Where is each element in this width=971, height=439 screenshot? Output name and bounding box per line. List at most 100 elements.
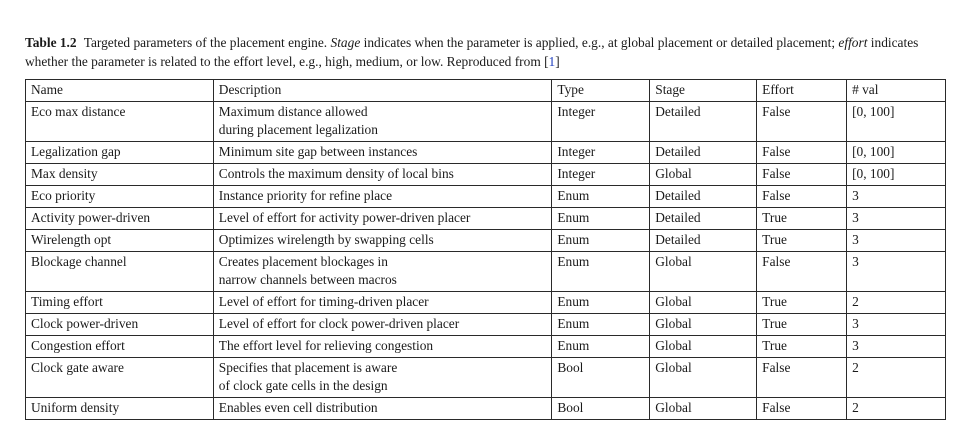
header-type: Type (551, 79, 651, 102)
cell-val: [0, 100] (846, 141, 946, 164)
caption-label: Table 1.2 (25, 35, 77, 50)
cell-effort: True (756, 335, 848, 358)
cell-description: Creates placement blockages in narrow cha… (212, 251, 553, 292)
description-line: of clock gate cells in the design (218, 378, 388, 393)
description-line: Level of effort for timing-driven placer (218, 294, 429, 309)
cell-stage: Global (649, 397, 758, 420)
cell-effort: False (756, 163, 848, 186)
cell-type: Enum (551, 291, 651, 314)
cell-name: Wirelength opt (25, 229, 214, 252)
cell-val: 3 (846, 207, 946, 230)
table-row: Clock gate aware Specifies that placement… (25, 357, 946, 398)
header-name: Name (25, 79, 214, 102)
cell-type: Integer (551, 163, 651, 186)
description-line: narrow channels between macros (218, 272, 397, 287)
cell-description: Minimum site gap between instances (212, 141, 553, 164)
description-line: Controls the maximum density of local bi… (218, 166, 454, 181)
cell-stage: Global (649, 163, 758, 186)
description-line: Creates placement blockages in (218, 254, 388, 269)
cell-stage: Detailed (649, 101, 758, 142)
cell-val: 2 (846, 397, 946, 420)
cell-description: Enables even cell distribution (212, 397, 553, 420)
caption-text-1: Targeted parameters of the placement eng… (83, 35, 331, 50)
cell-name: Clock gate aware (25, 357, 214, 398)
cell-description: Instance priority for refine place (212, 185, 553, 208)
cell-stage: Detailed (649, 141, 758, 164)
cell-description: The effort level for relieving congestio… (212, 335, 553, 358)
table-header-row: Name Description Type Stage Effort # val (25, 79, 946, 102)
cell-val: 3 (846, 313, 946, 336)
cell-val: 3 (846, 335, 946, 358)
cell-effort: False (756, 397, 848, 420)
cell-name: Max density (25, 163, 214, 186)
cell-stage: Detailed (649, 207, 758, 230)
cell-stage: Detailed (649, 185, 758, 208)
cell-val: [0, 100] (846, 163, 946, 186)
cell-name: Legalization gap (25, 141, 214, 164)
cell-type: Enum (551, 335, 651, 358)
caption-text-2: indicates when the parameter is applied,… (360, 35, 839, 50)
caption-text-4: ] (555, 54, 560, 69)
cell-name: Clock power-driven (25, 313, 214, 336)
cell-type: Bool (551, 357, 651, 398)
description-line: Maximum distance allowed (218, 104, 368, 119)
cell-name: Activity power-driven (25, 207, 214, 230)
cell-stage: Global (649, 251, 758, 292)
table-row: Timing effort Level of effort for timing-… (25, 291, 946, 314)
cell-stage: Global (649, 357, 758, 398)
cell-name: Eco max distance (25, 101, 214, 142)
caption-stage-word: Stage (330, 35, 361, 50)
header-val: # val (846, 79, 946, 102)
cell-type: Enum (551, 207, 651, 230)
cell-effort: True (756, 207, 848, 230)
cell-stage: Global (649, 313, 758, 336)
description-line: Minimum site gap between instances (218, 144, 418, 159)
cell-effort: True (756, 313, 848, 336)
table-body: Eco max distance Maximum distance allowed… (25, 101, 946, 420)
cell-effort: False (756, 141, 848, 164)
cell-description: Level of effort for activity power-drive… (212, 207, 553, 230)
table-row: Activity power-driven Level of effort for… (25, 207, 946, 230)
cell-type: Bool (551, 397, 651, 420)
table-row: Legalization gap Minimum site gap between… (25, 141, 946, 164)
cell-type: Enum (551, 251, 651, 292)
cell-val: 3 (846, 251, 946, 292)
cell-effort: True (756, 229, 848, 252)
cell-name: Blockage channel (25, 251, 214, 292)
header-stage: Stage (649, 79, 758, 102)
cell-effort: False (756, 251, 848, 292)
cell-type: Enum (551, 229, 651, 252)
description-line: The effort level for relieving congestio… (218, 338, 434, 353)
header-description: Description (212, 79, 553, 102)
table-row: Clock power-driven Level of effort for cl… (25, 313, 946, 336)
table-row: Eco max distance Maximum distance allowed… (25, 101, 946, 142)
table-row: Wirelength opt Optimizes wirelength by sw… (25, 229, 946, 252)
cell-name: Congestion effort (25, 335, 214, 358)
caption-effort-word: effort (838, 35, 868, 50)
cell-effort: False (756, 185, 848, 208)
description-line: Enables even cell distribution (218, 400, 378, 415)
cell-name: Eco priority (25, 185, 214, 208)
cell-description: Maximum distance allowed during placement… (212, 101, 553, 142)
table-row: Eco priority Instance priority for refine… (25, 185, 946, 208)
caption-text-3: indicates whether the parameter is relat… (25, 35, 919, 69)
cell-effort: False (756, 357, 848, 398)
cell-val: 3 (846, 185, 946, 208)
parameters-table: Name Description Type Stage Effort # val… (25, 79, 946, 420)
table-caption: Table 1.2 Targeted parameters of the pla… (25, 33, 950, 71)
cell-val: 2 (846, 291, 946, 314)
cell-val: 3 (846, 229, 946, 252)
table-row: Blockage channel Creates placement blocka… (25, 251, 946, 292)
cell-description: Specifies that placement is aware of cloc… (212, 357, 553, 398)
cell-name: Uniform density (25, 397, 214, 420)
cell-type: Enum (551, 185, 651, 208)
caption-reference-link[interactable]: 1 (548, 54, 556, 69)
cell-type: Integer (551, 141, 651, 164)
cell-type: Integer (551, 101, 651, 142)
header-effort: Effort (756, 79, 848, 102)
table-row: Max density Controls the maximum density … (25, 163, 946, 186)
cell-stage: Global (649, 335, 758, 358)
cell-type: Enum (551, 313, 651, 336)
description-line: Level of effort for clock power-driven p… (218, 316, 460, 331)
